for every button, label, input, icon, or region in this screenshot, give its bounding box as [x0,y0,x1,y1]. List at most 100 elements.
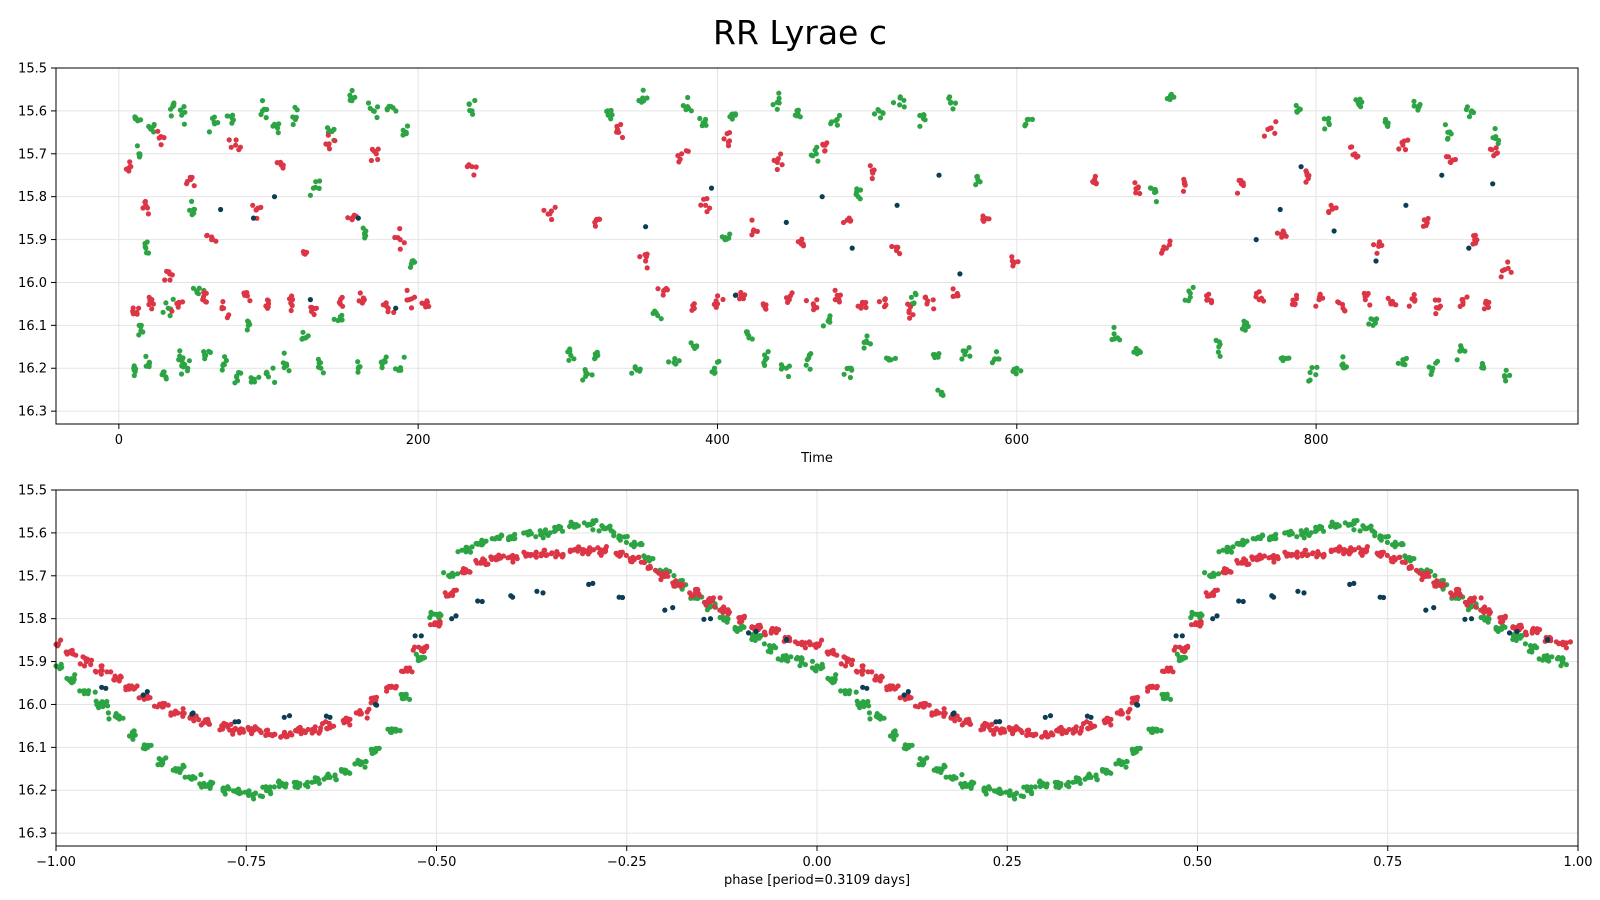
data-point [1054,727,1060,733]
data-point [146,364,152,370]
data-point [1026,727,1032,733]
data-point [967,781,973,788]
data-point [231,727,237,733]
data-point [470,111,476,117]
data-point [538,553,544,559]
data-point [1363,549,1369,555]
data-point [248,729,254,735]
data-point [280,782,286,788]
data-point [1293,296,1300,302]
data-point [534,588,540,594]
data-point [770,102,776,108]
data-point [203,290,209,296]
data-point [1289,301,1295,307]
data-point [374,104,381,110]
data-point [1013,724,1019,730]
data-point [1225,545,1231,551]
data-point [773,630,779,636]
data-point [765,349,771,355]
data-point [538,532,544,538]
data-point [740,624,746,630]
x-tick-label: 0.50 [1183,855,1212,870]
data-point [1258,295,1265,301]
y-tick-label: 16.3 [18,405,47,420]
data-point [333,777,339,783]
data-point [957,717,963,723]
data-point [1417,101,1423,108]
data-point [237,730,243,736]
data-point [1530,627,1536,633]
data-point [925,298,931,304]
data-point [1493,145,1499,151]
data-point [307,192,313,198]
data-point [541,207,547,213]
data-point [1511,624,1517,631]
data-point [1193,620,1199,626]
data-point [446,593,452,599]
data-point [366,706,372,712]
data-point [1411,98,1417,104]
data-point [591,547,597,553]
data-point [701,616,707,622]
data-point [644,555,650,561]
data-point [1499,268,1505,274]
data-point [1402,559,1408,566]
data-point [630,554,636,561]
data-point [1470,109,1477,116]
data-point [991,788,998,794]
data-point [1466,245,1472,251]
data-point [1502,615,1508,621]
data-point [264,305,271,311]
data-point [1413,567,1420,573]
data-point [986,784,992,790]
data-point [339,317,345,323]
data-point [724,619,730,625]
data-point [727,231,733,237]
data-point [1426,573,1432,579]
data-point [375,156,381,163]
data-point [551,528,558,535]
data-point [349,87,355,94]
data-point [1041,782,1047,788]
data-point [1208,298,1215,304]
data-point [809,658,816,664]
data-point [236,787,242,794]
data-point [794,113,800,119]
data-point [580,551,586,557]
data-point [741,615,747,621]
data-point [145,742,151,749]
data-point [584,371,591,377]
data-point [1282,530,1288,536]
data-point [779,162,785,168]
data-point [1206,291,1212,297]
data-point [1483,298,1489,304]
data-point [1489,147,1495,153]
data-point [171,711,177,717]
data-point [181,104,187,110]
data-point [329,128,335,135]
data-point [1432,573,1438,579]
data-point [1365,290,1371,297]
data-point [228,144,234,150]
data-point [251,376,257,382]
data-point [1164,96,1170,102]
data-point [258,111,264,118]
data-point [162,277,168,283]
data-point [393,683,399,690]
data-point [1492,126,1498,132]
data-point [864,685,870,691]
data-point [598,547,604,553]
data-point [999,726,1005,732]
data-point [1428,371,1434,377]
data-point [403,131,409,137]
data-point [1224,567,1230,573]
data-point [557,524,563,530]
data-point [947,100,954,106]
data-point [1135,702,1141,708]
data-point [1084,719,1090,725]
data-point [841,371,847,377]
data-point [1306,378,1312,384]
data-point [950,776,956,782]
data-point [186,358,192,364]
data-point [369,146,375,152]
